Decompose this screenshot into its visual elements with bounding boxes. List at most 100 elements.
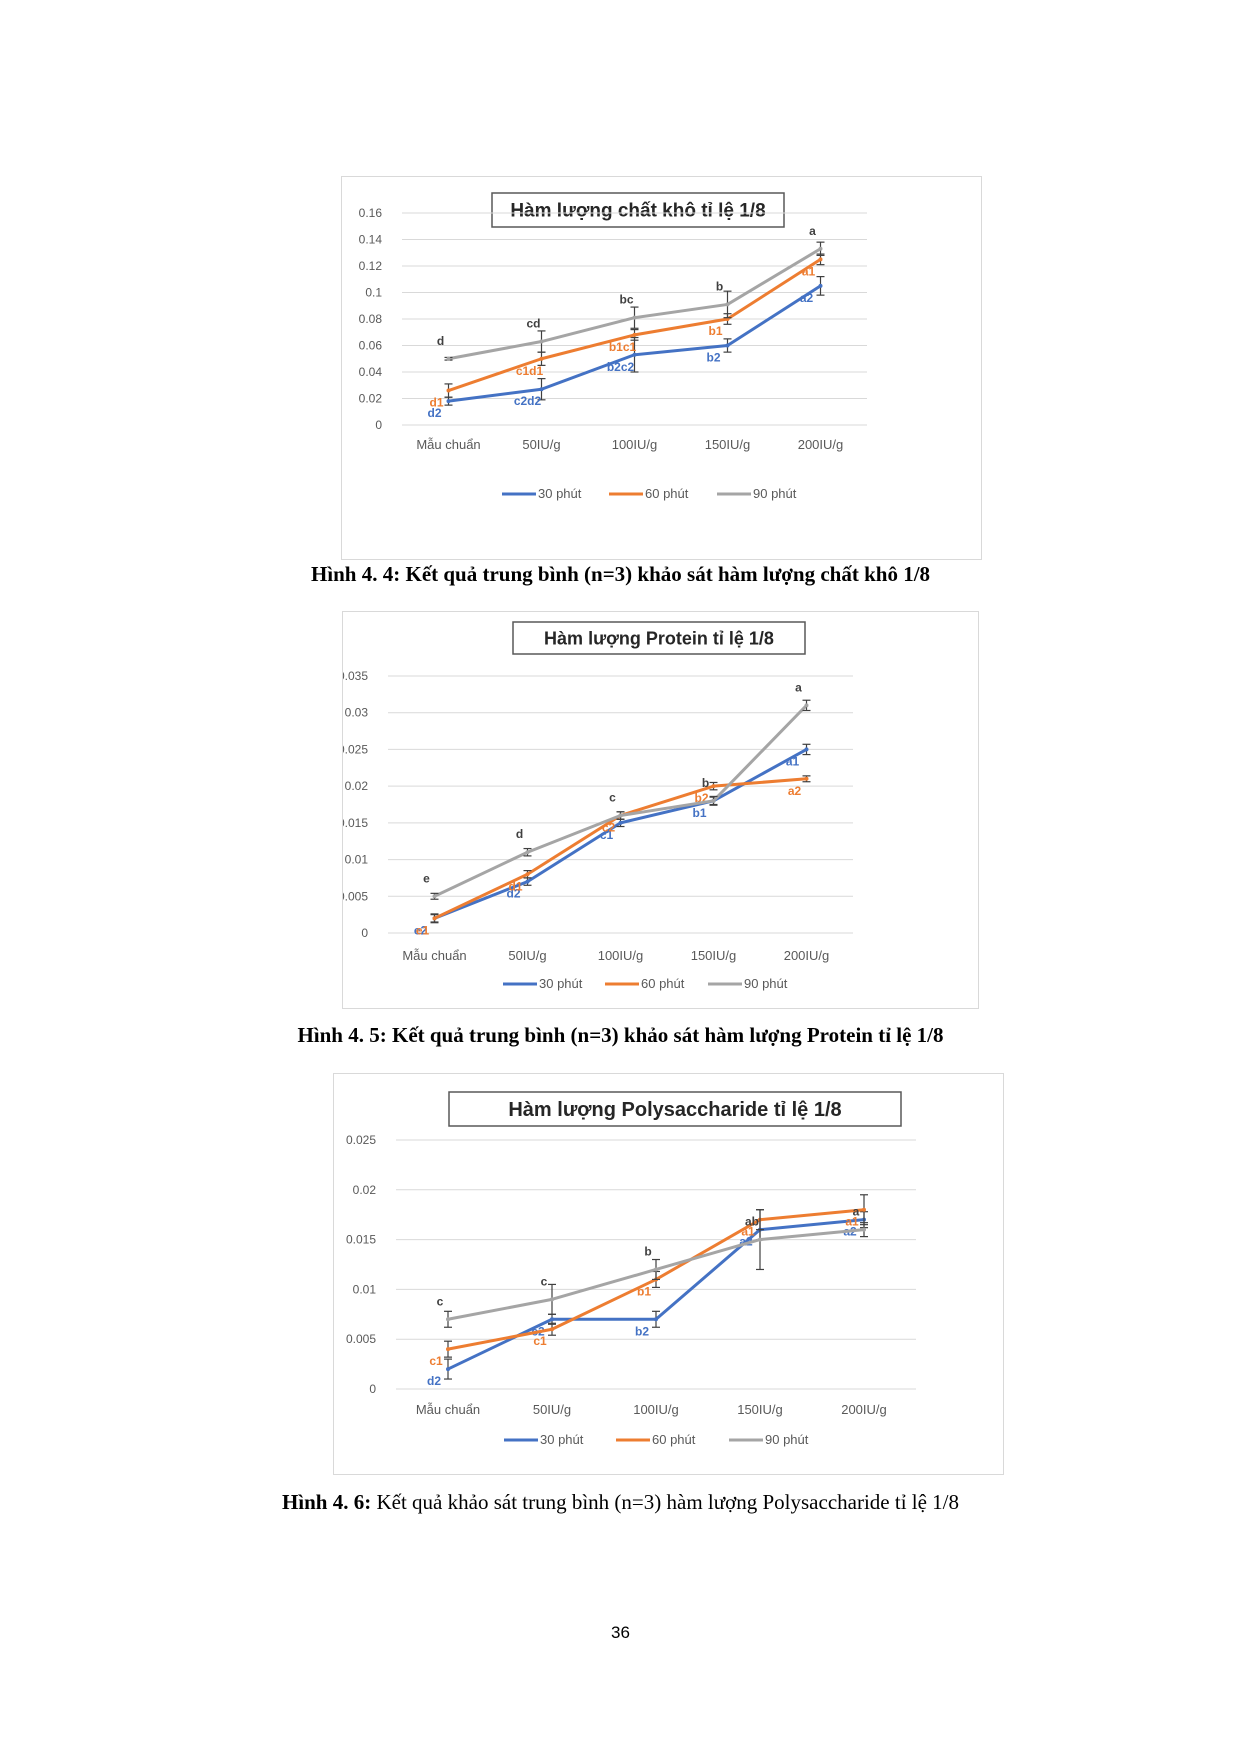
chart-title-box xyxy=(512,621,806,655)
y-tick-label: 0.035 xyxy=(343,669,368,683)
data-point xyxy=(862,1207,866,1212)
data-label: c xyxy=(541,1274,548,1288)
data-label: b xyxy=(702,776,709,790)
data-label: b xyxy=(716,279,723,293)
data-label: b1 xyxy=(692,806,706,820)
data-point xyxy=(804,747,809,752)
chart-protein-svg: Hàm lượng Protein tỉ lệ 1/8 0 0.005 0.01 0.0… xyxy=(343,621,853,991)
data-point xyxy=(711,798,716,803)
caption-prefix: Hình 4. 5: xyxy=(297,1023,387,1047)
data-point xyxy=(804,703,809,708)
chart-title: Hàm lượng Polysaccharide tỉ lệ 1/8 xyxy=(508,1099,841,1121)
y-tick-label: 0.025 xyxy=(343,742,368,756)
data-label: e1 xyxy=(416,923,430,937)
legend-label-3: 90 phút xyxy=(765,1432,809,1447)
x-tick-label: 200IU/g xyxy=(798,437,844,452)
data-point xyxy=(632,315,637,320)
data-label: a1 xyxy=(786,754,800,768)
chart-title-box xyxy=(448,1091,902,1127)
data-point xyxy=(632,352,637,357)
x-tick-label: Mẫu chuẩn xyxy=(416,437,480,452)
y-tick-label: 0.01 xyxy=(345,853,369,867)
data-label: c1d1 xyxy=(516,364,544,378)
x-tick-label: Mẫu chuẩn xyxy=(402,948,466,963)
x-tick-label: 100IU/g xyxy=(612,437,658,452)
x-tick-label: 100IU/g xyxy=(633,1402,679,1417)
chart-polysaccharide: Hàm lượng Polysaccharide tỉ lệ 1/8 0 0.005… xyxy=(333,1073,1004,1475)
x-tick-label: Mẫu chuẩn xyxy=(416,1402,480,1417)
data-label: a xyxy=(795,680,802,694)
y-tick-label: 0 xyxy=(369,1382,376,1396)
data-label: b xyxy=(644,1244,651,1258)
data-label: c1 xyxy=(533,1334,547,1348)
data-label: a2 xyxy=(788,784,802,798)
legend-label-1: 30 phút xyxy=(540,1432,584,1447)
legend-label-1: 30 phút xyxy=(538,486,582,501)
data-label: cd xyxy=(526,317,540,331)
data-point xyxy=(525,872,530,877)
x-tick-label: 150IU/g xyxy=(737,1402,783,1417)
x-tick-label: 200IU/g xyxy=(784,948,830,963)
data-label: a xyxy=(853,1205,860,1219)
x-tick-label: 50IU/g xyxy=(522,437,560,452)
data-label: e xyxy=(423,871,430,885)
x-tick-label: 150IU/g xyxy=(705,437,751,452)
legend-label-2: 60 phút xyxy=(652,1432,696,1447)
data-point xyxy=(711,784,716,789)
y-tick-label: 0 xyxy=(375,418,382,432)
data-label: a1 xyxy=(741,1225,755,1239)
data-label: c1 xyxy=(429,1354,443,1368)
series-line-3 xyxy=(433,704,808,898)
data-point xyxy=(818,257,823,262)
data-label: b2c2 xyxy=(607,360,635,374)
y-tick-label: 0.04 xyxy=(359,365,383,379)
y-tick-label: 0.005 xyxy=(346,1332,376,1346)
chart-dry-matter: Hàm lượng chất khô tỉ lệ 1/8 0 0.02 0.04 0.0… xyxy=(341,176,982,560)
data-point xyxy=(539,339,544,344)
x-tick-label: 100IU/g xyxy=(598,948,644,963)
data-label: c xyxy=(609,791,616,805)
data-label: a xyxy=(809,224,816,238)
data-label: c1 xyxy=(600,828,614,842)
data-point xyxy=(725,343,730,348)
data-point xyxy=(525,879,530,884)
y-tick-label: 0.03 xyxy=(345,706,369,720)
y-tick-label: 0.005 xyxy=(343,889,368,903)
caption-figure-4-6: Hình 4. 6: Kết quả khảo sát trung bình (… xyxy=(0,1490,1241,1515)
caption-figure-4-4: Hình 4. 4: Kết quả trung bình (n=3) khảo… xyxy=(0,562,1241,587)
data-point xyxy=(446,1347,450,1352)
data-label: a1 xyxy=(845,1215,859,1229)
data-point xyxy=(550,1317,554,1322)
y-tick-label: 0.02 xyxy=(359,392,383,406)
data-point xyxy=(618,820,623,825)
y-tick-label: 0.02 xyxy=(353,1183,377,1197)
data-label: ab xyxy=(745,1215,759,1229)
legend-label-1: 30 phút xyxy=(539,976,583,991)
legend-label-2: 60 phút xyxy=(641,976,685,991)
caption-prefix: Hình 4. 6: xyxy=(281,1490,372,1514)
data-point xyxy=(818,246,823,251)
caption-text: Kết quả trung bình (n=3) khảo sát hàm lư… xyxy=(405,562,931,586)
data-point xyxy=(446,388,451,393)
y-tick-label: 0.12 xyxy=(359,259,383,273)
data-label: c xyxy=(437,1294,444,1308)
data-point xyxy=(818,283,823,288)
data-label: d2 xyxy=(506,887,520,901)
caption-prefix: Hình 4. 4: xyxy=(310,562,401,586)
data-label: bc xyxy=(619,293,633,307)
y-tick-label: 0.02 xyxy=(345,779,369,793)
data-label: d2 xyxy=(427,1374,441,1388)
data-label: c2 xyxy=(602,821,616,835)
data-point xyxy=(758,1237,762,1242)
data-point xyxy=(446,399,451,404)
data-label: a1 xyxy=(802,264,816,278)
data-label: d xyxy=(437,334,444,348)
data-point xyxy=(654,1317,658,1322)
chart-protein: Hàm lượng Protein tỉ lệ 1/8 0 0.005 0.01 0.0… xyxy=(342,611,979,1009)
data-label: d xyxy=(516,827,523,841)
chart-polysaccharide-svg: Hàm lượng Polysaccharide tỉ lệ 1/8 0 0.005… xyxy=(346,1091,916,1447)
data-point xyxy=(539,387,544,392)
data-point xyxy=(654,1267,658,1272)
data-point xyxy=(550,1327,554,1332)
y-tick-label: 0.06 xyxy=(359,339,383,353)
